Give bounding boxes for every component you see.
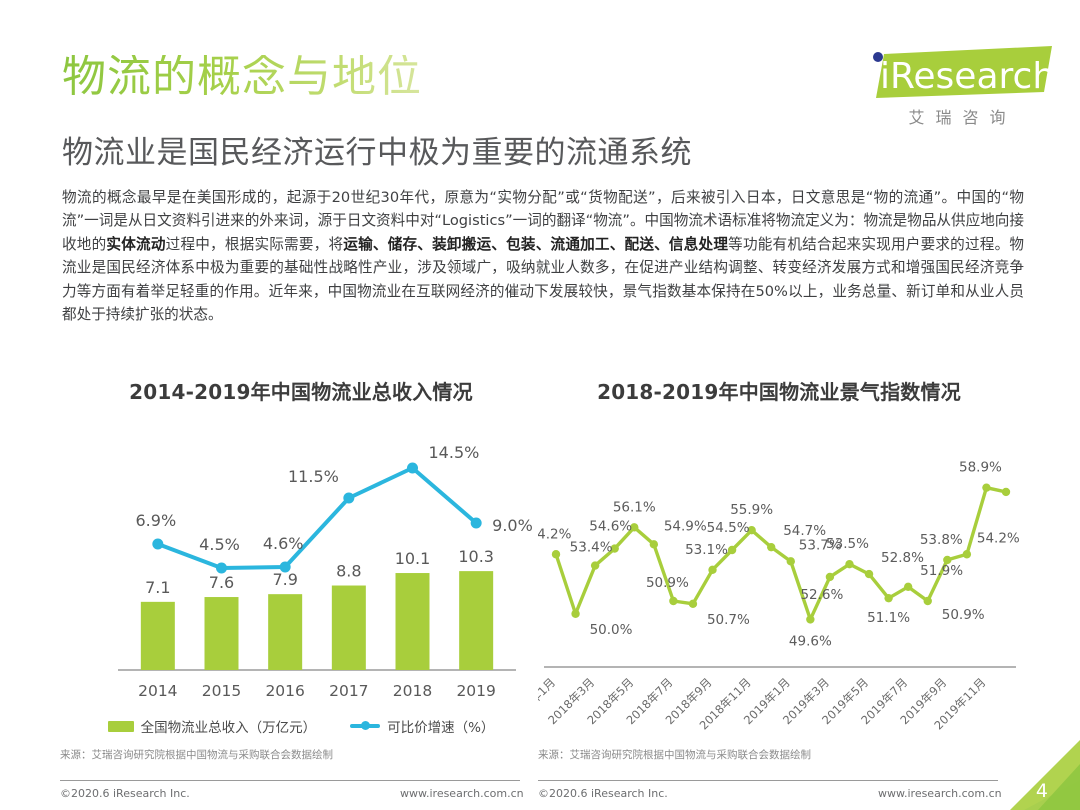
chart-legend-revenue: 全国物流业总收入（万亿元） 可比价增速（%）	[60, 716, 542, 736]
svg-text:51.1%: 51.1%	[867, 610, 910, 626]
svg-text:10.3: 10.3	[458, 547, 494, 566]
svg-text:50.9%: 50.9%	[646, 575, 689, 591]
legend-label-line: 可比价增速（%）	[387, 720, 495, 736]
svg-text:9.0%: 9.0%	[492, 516, 533, 535]
svg-text:7.9: 7.9	[272, 570, 297, 589]
chart-panel-revenue: 2014-2019年中国物流业总收入情况 7.1 2014 7.6 2015 7.9 20…	[60, 376, 542, 792]
iresearch-logo: iResearch 艾瑞咨询	[862, 44, 1052, 130]
svg-text:53.8%: 53.8%	[920, 532, 963, 548]
body-bold-1: 实体流动	[106, 235, 166, 253]
svg-text:53.5%: 53.5%	[826, 536, 869, 552]
svg-text:2018: 2018	[393, 682, 432, 700]
page-title: 物流的概念与地位	[62, 51, 422, 102]
legend-swatch-line-icon	[350, 721, 381, 730]
body-part-1: 物流的概念最早是在美国形成的，起源于20世纪30年代，原意为“实物分配”或“货物…	[62, 189, 1024, 253]
body-paragraph: 物流的概念最早是在美国形成的，起源于20世纪30年代，原意为“实物分配”或“货物…	[62, 186, 1024, 326]
footer-copyright-right: ©2020.6 iResearch Inc.	[538, 787, 668, 800]
svg-text:54.5%: 54.5%	[707, 520, 750, 536]
svg-text:54.6%: 54.6%	[589, 519, 632, 535]
body-bold-2: 运输、储存、装卸搬运、包装、流通加工、配送、信息处理	[343, 235, 729, 253]
svg-text:50.9%: 50.9%	[942, 607, 985, 623]
legend-label-bar: 全国物流业总收入（万亿元）	[140, 720, 317, 736]
footer-url-left[interactable]: www.iresearch.com.cn	[400, 787, 524, 800]
logo-shape-icon: iResearch	[873, 46, 1052, 98]
prosperity-line-chart: 54.2% 50.0% 53.4% 54.6% 56.1% 54.9% 50.9% 50.7%…	[506, 460, 1063, 733]
svg-text:50.0%: 50.0%	[590, 622, 633, 638]
chart-panel-prosperity: 2018-2019年中国物流业景气指数情况 54.2%50.0%53.4%54.…	[506, 376, 1063, 792]
svg-text:49.6%: 49.6%	[789, 633, 832, 649]
svg-text:58.9%: 58.9%	[959, 460, 1002, 476]
page-number: 4	[1035, 780, 1048, 802]
footer-copyright-left: ©2020.6 iResearch Inc.	[60, 787, 190, 800]
svg-text:4.6%: 4.6%	[263, 534, 304, 553]
svg-text:10.1: 10.1	[395, 549, 431, 568]
svg-text:54.9%: 54.9%	[664, 518, 707, 534]
page-subtitle: 物流业是国民经济运行中极为重要的流通系统	[62, 135, 692, 171]
footer-divider-right	[538, 780, 998, 781]
chart-plot-prosperity: 54.2% 50.0% 53.4% 54.6% 56.1% 54.9% 50.9% 50.7%…	[506, 405, 1063, 770]
svg-text:8.8: 8.8	[336, 562, 361, 581]
chart-title-prosperity: 2018-2019年中国物流业景气指数情况	[597, 380, 961, 404]
footer-divider-left	[60, 780, 520, 781]
body-part-2: 过程中，根据实际需要，将	[165, 235, 344, 253]
svg-text:52.8%: 52.8%	[881, 550, 924, 566]
svg-text:54.2%: 54.2%	[538, 526, 572, 542]
legend-item-bar[interactable]: 全国物流业总收入（万亿元）	[107, 716, 317, 736]
svg-text:2019: 2019	[456, 682, 495, 700]
svg-text:50.7%: 50.7%	[707, 612, 750, 628]
svg-text:7.6: 7.6	[209, 573, 234, 592]
svg-text:14.5%: 14.5%	[429, 443, 480, 462]
legend-item-line[interactable]: 可比价增速（%）	[350, 716, 494, 736]
svg-text:6.9%: 6.9%	[136, 511, 177, 530]
svg-text:54.2%: 54.2%	[977, 530, 1020, 546]
svg-text:51.9%: 51.9%	[920, 563, 963, 579]
logo-mark: iResearch	[862, 44, 1052, 102]
svg-text:2016: 2016	[265, 682, 304, 700]
chart-title-revenue: 2014-2019年中国物流业总收入情况	[129, 380, 473, 404]
body-part-3: 等功能有机结合起来实现用户要求的过程。物流业是国民经济体系中极为重要的基础性战略…	[62, 235, 1024, 324]
svg-text:52.6%: 52.6%	[800, 587, 843, 603]
svg-text:4.5%: 4.5%	[199, 535, 240, 554]
svg-text:55.9%: 55.9%	[730, 502, 773, 518]
revenue-combo-chart: 7.1 2014 7.6 2015 7.9 2016 8.8 2017 10.1 2018 10.3…	[118, 443, 533, 700]
logo-label-cn: 艾瑞咨询	[908, 108, 1017, 127]
chart-source-revenue: 来源：艾瑞咨询研究院根据中国物流与采购联合会数据绘制	[60, 749, 333, 761]
chart-plot-revenue: 7.1 2014 7.6 2015 7.9 2016 8.8 2017 10.1 2018 10.3…	[60, 405, 542, 710]
svg-text:iResearch: iResearch	[880, 56, 1052, 97]
decorative-corner	[1010, 724, 1080, 810]
svg-text:53.7%: 53.7%	[799, 537, 842, 553]
footer-url-right[interactable]: www.iresearch.com.cn	[878, 787, 1002, 800]
svg-text:54.7%: 54.7%	[783, 523, 826, 539]
svg-text:2015: 2015	[202, 682, 241, 700]
svg-text:2014: 2014	[138, 682, 177, 700]
svg-text:11.5%: 11.5%	[288, 467, 339, 486]
svg-text:53.1%: 53.1%	[685, 542, 728, 558]
svg-text:2017: 2017	[329, 682, 368, 700]
svg-text:56.1%: 56.1%	[613, 499, 656, 515]
svg-text:53.4%: 53.4%	[570, 540, 613, 556]
svg-text:7.1: 7.1	[145, 578, 170, 597]
legend-swatch-bar-icon	[107, 720, 134, 732]
chart-source-prosperity: 来源：艾瑞咨询研究院根据中国物流与采购联合会数据绘制	[538, 749, 811, 761]
